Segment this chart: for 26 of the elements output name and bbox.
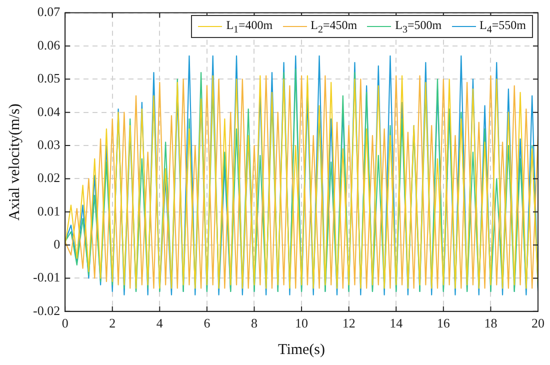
y-tick-label: 0.06 (37, 37, 61, 52)
legend-label: L$_{4}$=550m (480, 18, 526, 36)
x-tick-label: 6 (204, 316, 211, 331)
x-axis-title: Time(s) (278, 342, 326, 358)
x-tick-label: 2 (109, 316, 116, 331)
y-tick-label: 0.04 (37, 104, 61, 119)
legend-label: L$_{1}$=400m (226, 18, 273, 36)
legend-label: L$_{3}$=500m (395, 18, 442, 36)
x-tick-label: 4 (156, 316, 164, 331)
x-tick-label: 12 (342, 316, 356, 331)
x-tick-label: 18 (484, 316, 498, 331)
y-tick-label: -0.01 (32, 270, 60, 285)
x-tick-label: 16 (436, 316, 450, 331)
x-tick-label: 10 (295, 316, 308, 331)
legend-label: L$_{2}$=450m (310, 18, 358, 36)
y-tick-label: 0.07 (37, 4, 61, 20)
y-tick-label: -0.02 (32, 302, 60, 318)
y-tick-label: 0.05 (37, 70, 60, 86)
x-tick-label: 20 (532, 316, 544, 331)
x-tick-label: 8 (250, 316, 258, 331)
y-tick-label: 0.01 (37, 203, 60, 218)
y-axis-title: Axial velocity(m/s) (6, 104, 23, 221)
y-tick-label: 0.03 (37, 136, 60, 152)
y-tick-label: 0.02 (37, 170, 60, 186)
x-tick-label: 14 (390, 316, 404, 331)
y-tick-label: 0 (54, 236, 60, 252)
